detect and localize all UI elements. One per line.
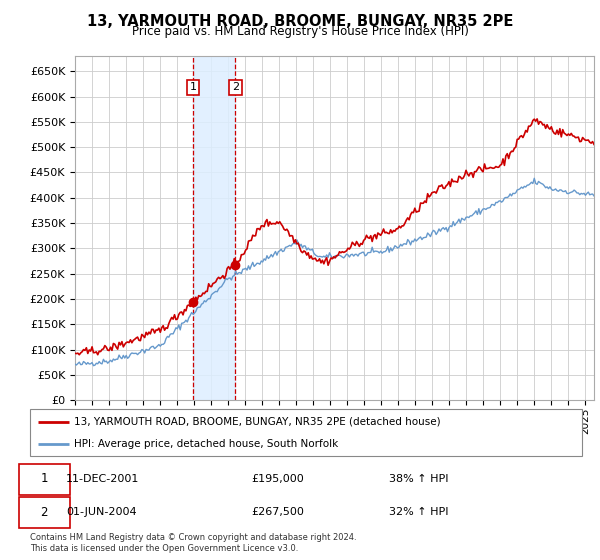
Text: 13, YARMOUTH ROAD, BROOME, BUNGAY, NR35 2PE (detached house): 13, YARMOUTH ROAD, BROOME, BUNGAY, NR35 …: [74, 417, 441, 427]
Text: 32% ↑ HPI: 32% ↑ HPI: [389, 507, 448, 517]
Text: 1: 1: [190, 82, 197, 92]
Bar: [193, 56, 235, 400]
Text: £267,500: £267,500: [251, 507, 304, 517]
Text: 01-JUN-2004: 01-JUN-2004: [66, 507, 137, 517]
Text: Price paid vs. HM Land Registry's House Price Index (HPI): Price paid vs. HM Land Registry's House …: [131, 25, 469, 38]
Text: 38% ↑ HPI: 38% ↑ HPI: [389, 474, 448, 484]
Text: 2: 2: [232, 82, 239, 92]
Text: 13, YARMOUTH ROAD, BROOME, BUNGAY, NR35 2PE: 13, YARMOUTH ROAD, BROOME, BUNGAY, NR35 …: [87, 14, 513, 29]
Text: HPI: Average price, detached house, South Norfolk: HPI: Average price, detached house, Sout…: [74, 438, 338, 449]
Text: Contains HM Land Registry data © Crown copyright and database right 2024.
This d: Contains HM Land Registry data © Crown c…: [30, 533, 356, 553]
Text: 1: 1: [41, 472, 48, 486]
FancyBboxPatch shape: [19, 497, 70, 528]
Text: £195,000: £195,000: [251, 474, 304, 484]
Text: 2: 2: [41, 506, 48, 519]
FancyBboxPatch shape: [19, 464, 70, 494]
Text: 11-DEC-2001: 11-DEC-2001: [66, 474, 139, 484]
FancyBboxPatch shape: [30, 409, 582, 456]
